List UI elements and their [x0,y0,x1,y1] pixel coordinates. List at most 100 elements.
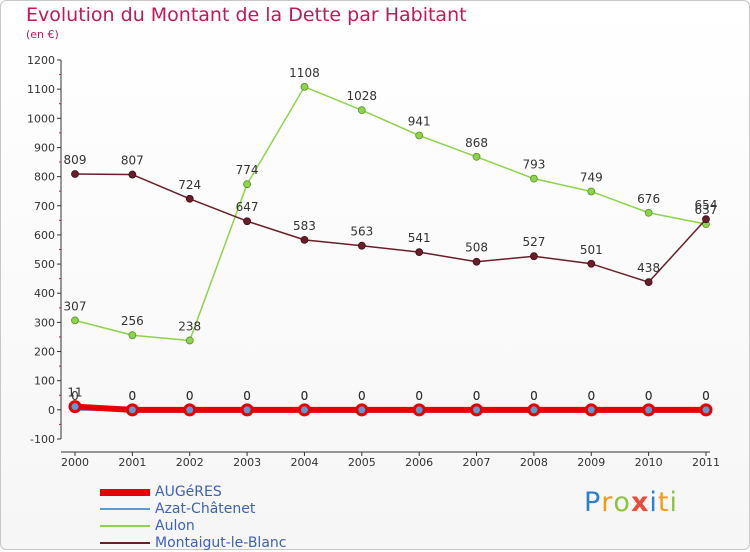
data-label: 541 [408,231,431,245]
brand-letter: x [630,487,650,518]
data-label: 0 [473,389,481,403]
data-label: 0 [243,389,251,403]
data-label: 0 [129,389,137,403]
data-label: 1028 [347,89,378,103]
data-label: 637 [695,203,718,217]
y-tick-label: 0 [48,404,55,417]
data-label: 807 [121,154,144,168]
data-point [644,278,653,287]
data-label: 774 [236,163,259,177]
y-tick-label: -100 [30,433,55,446]
data-label: 654 [695,198,718,212]
data-point [185,194,194,203]
series-line-3 [74,173,707,283]
brand-letter: i [669,487,678,518]
data-label: 0 [645,389,653,403]
data-label: 0 [415,389,423,403]
legend-label: Aulon [155,518,195,534]
data-label: 0 [530,389,538,403]
legend-swatch [100,525,150,527]
data-point [297,403,311,417]
data-point [584,403,598,417]
data-point [128,170,137,179]
data-label: 0 [702,389,710,403]
y-tick-label: 900 [34,141,55,154]
y-tick-label: 1200 [27,54,55,67]
data-label: 0 [702,389,710,403]
data-label: 238 [178,319,201,333]
data-point [415,131,424,140]
data-label: 0 [415,389,423,403]
x-tick-label: 2009 [577,456,605,469]
data-point [71,170,79,178]
x-tick-label: 2000 [61,456,89,469]
x-tick-label: 2006 [405,456,433,469]
data-point [530,252,538,261]
data-label: 0 [587,389,595,403]
data-point [357,241,366,250]
x-tick-label: 2003 [233,456,261,469]
data-point [587,187,596,196]
data-label: 724 [178,178,201,192]
data-point [355,403,369,417]
data-label: 0 [243,389,251,403]
data-point [243,180,251,189]
data-label: 0 [473,389,481,403]
y-tick-label: 1000 [27,112,55,125]
data-label: 0 [301,389,309,403]
y-tick-label: 200 [34,346,55,359]
brand-letter: t [657,487,670,518]
y-tick-label: 400 [34,287,55,300]
data-label: 438 [637,261,660,275]
legend-swatch [100,508,150,510]
data-label: 256 [121,314,144,328]
brand-letter: o [613,487,631,518]
legend-label: Montaigut-le-Blanc [155,535,287,551]
data-label: 0 [358,389,366,403]
data-point [587,259,596,268]
data-point [642,403,656,417]
data-label: 0 [645,389,653,403]
y-tick-label: 300 [34,316,55,329]
data-label: 11 [67,386,82,400]
x-tick-label: 2008 [520,456,548,469]
data-label: 0 [71,389,79,403]
y-tick-label: 600 [34,229,55,242]
legend-swatch [100,542,150,544]
y-tick-label: 700 [34,200,55,213]
data-label: 307 [64,299,87,313]
data-point [412,403,426,417]
x-tick-label: 2010 [635,456,663,469]
y-tick-label: 100 [34,375,55,388]
series-line-2 [74,86,707,342]
x-tick-label: 2001 [118,456,146,469]
data-label: 749 [580,170,603,184]
data-label: 647 [236,200,259,214]
brand-letter: r [601,487,614,518]
data-label: 0 [587,389,595,403]
data-label: 1108 [289,66,320,80]
data-label: 868 [465,136,488,150]
data-point [527,403,541,417]
data-point [183,403,197,417]
brand-letter: i [649,487,658,518]
data-point [300,82,309,91]
data-point [185,336,194,345]
x-tick-label: 2007 [463,456,491,469]
data-label: 508 [465,241,488,255]
data-point [300,235,309,244]
brand-logo: Proxiti [584,487,678,518]
data-point [702,215,710,224]
data-point [240,403,254,417]
data-label: 0 [129,389,137,403]
y-tick-label: 500 [34,258,55,271]
data-point [125,403,139,417]
data-label: 563 [350,225,373,239]
y-tick-label: 1100 [27,83,55,96]
x-tick-label: 2002 [176,456,204,469]
data-point [470,403,484,417]
data-point [530,174,538,183]
data-point [357,106,366,115]
data-label: 583 [293,219,316,233]
data-point [243,217,251,226]
